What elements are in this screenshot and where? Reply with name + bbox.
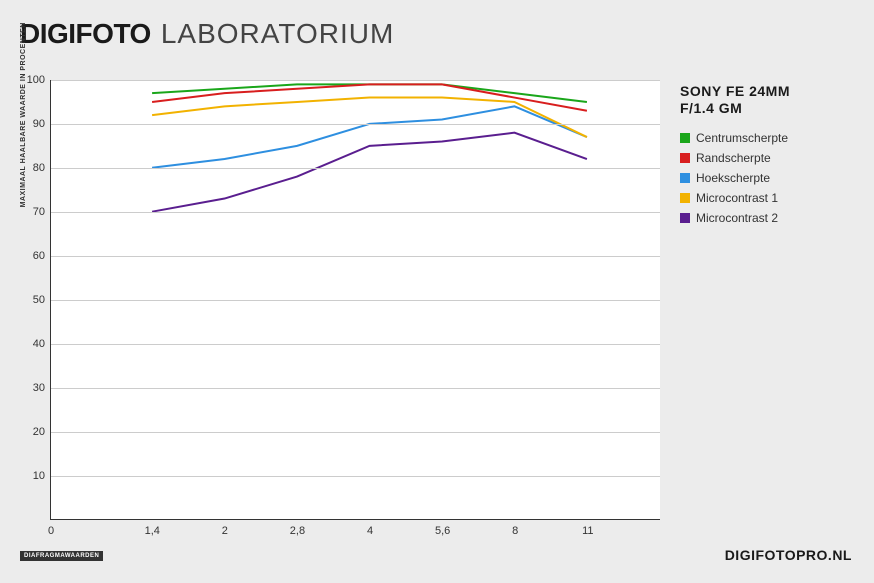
legend-title-line2: F/1.4 GM <box>680 100 742 116</box>
x-tick-label: 2,8 <box>290 525 305 537</box>
legend-title-line1: SONY FE 24MM <box>680 83 790 99</box>
legend-title: SONY FE 24MM F/1.4 GM <box>680 83 860 117</box>
y-axis-label: MAXIMAAL HAALBARE WAARDE IN PROCENTEN <box>20 22 27 207</box>
y-tick-label: 30 <box>33 382 45 394</box>
site-url: DIGIFOTOPRO.NL <box>725 547 852 563</box>
legend-swatch <box>680 193 690 203</box>
y-tick-label: 10 <box>33 470 45 482</box>
legend-items: Centrumscherpte Randscherpte Hoekscherpte M… <box>680 131 860 225</box>
legend-item: Microcontrast 1 <box>680 191 860 205</box>
y-tick-label: 40 <box>33 338 45 350</box>
legend-label: Microcontrast 1 <box>696 191 778 205</box>
legend-item: Randscherpte <box>680 151 860 165</box>
legend-swatch <box>680 133 690 143</box>
series-line <box>152 133 587 212</box>
legend-label: Hoekscherpte <box>696 171 770 185</box>
y-tick-label: 90 <box>33 118 45 130</box>
x-tick-label: 8 <box>512 525 518 537</box>
y-tick-label: 70 <box>33 206 45 218</box>
x-axis-badge: DIAFRAGMAWAARDEN <box>20 551 103 561</box>
legend: SONY FE 24MM F/1.4 GM Centrumscherpte Ran… <box>680 83 860 231</box>
legend-label: Microcontrast 2 <box>696 211 778 225</box>
gridline <box>51 388 660 389</box>
y-tick-label: 50 <box>33 294 45 306</box>
gridline <box>51 256 660 257</box>
legend-swatch <box>680 153 690 163</box>
x-tick-label: 0 <box>48 525 54 537</box>
gridline <box>51 168 660 169</box>
gridline <box>51 80 660 81</box>
legend-swatch <box>680 213 690 223</box>
y-tick-label: 20 <box>33 426 45 438</box>
x-tick-label: 2 <box>222 525 228 537</box>
legend-item: Hoekscherpte <box>680 171 860 185</box>
series-line <box>152 98 587 138</box>
gridline <box>51 212 660 213</box>
gridline <box>51 344 660 345</box>
brand-text: DIGIFOTO <box>20 18 151 50</box>
gridline <box>51 432 660 433</box>
x-tick-label: 1,4 <box>145 525 160 537</box>
lab-text: LABORATORIUM <box>161 18 394 50</box>
chart-area: 10203040506070809010001,422,845,6811 <box>50 80 660 520</box>
x-tick-label: 4 <box>367 525 373 537</box>
header: DIGIFOTO LABORATORIUM <box>20 18 394 50</box>
x-tick-label: 11 <box>582 525 593 537</box>
gridline <box>51 476 660 477</box>
y-tick-label: 60 <box>33 250 45 262</box>
x-tick-label: 5,6 <box>435 525 450 537</box>
y-tick-label: 100 <box>27 74 45 86</box>
legend-swatch <box>680 173 690 183</box>
legend-item: Centrumscherpte <box>680 131 860 145</box>
legend-label: Randscherpte <box>696 151 771 165</box>
series-line <box>152 106 587 167</box>
gridline <box>51 300 660 301</box>
y-tick-label: 80 <box>33 162 45 174</box>
legend-item: Microcontrast 2 <box>680 211 860 225</box>
legend-label: Centrumscherpte <box>696 131 788 145</box>
gridline <box>51 124 660 125</box>
